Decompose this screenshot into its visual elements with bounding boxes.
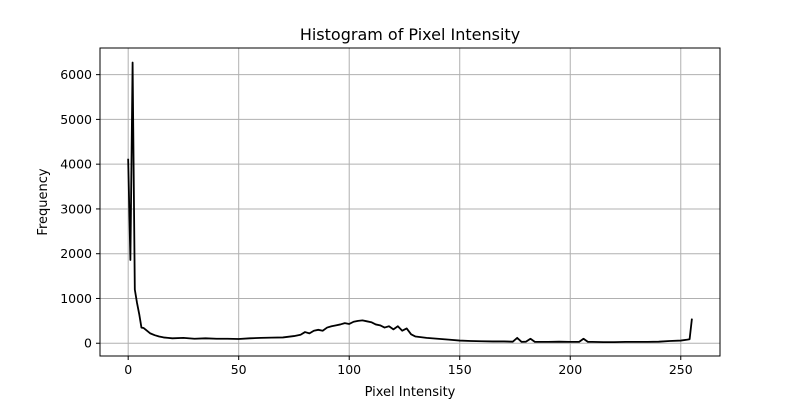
x-axis-label: Pixel Intensity <box>365 385 456 400</box>
series-line <box>127 61 693 344</box>
x-tick-label: 200 <box>558 362 582 377</box>
line-layer <box>127 61 693 344</box>
x-tick-label: 150 <box>448 362 472 377</box>
tick-layer: 0 50 100 150 200 250 0 1000 2000 3000 4000 5000 6000 <box>60 67 693 377</box>
y-tick-label: 3000 <box>60 201 92 216</box>
y-axis-label: Frequency <box>36 168 51 235</box>
x-tick-label: 250 <box>669 362 693 377</box>
y-tick-label: 2000 <box>60 246 92 261</box>
chart-title: Histogram of Pixel Intensity <box>300 25 520 44</box>
plot-frame <box>99 47 721 357</box>
y-tick-label: 0 <box>84 336 92 351</box>
grid-layer <box>100 48 720 356</box>
y-tick-label: 1000 <box>60 291 92 306</box>
x-tick-label: 50 <box>231 362 247 377</box>
y-tick-label: 5000 <box>60 112 92 127</box>
y-tick-label: 6000 <box>60 67 92 82</box>
y-tick-label: 4000 <box>60 157 92 172</box>
x-tick-label: 100 <box>337 362 361 377</box>
x-tick-label: 0 <box>124 362 132 377</box>
